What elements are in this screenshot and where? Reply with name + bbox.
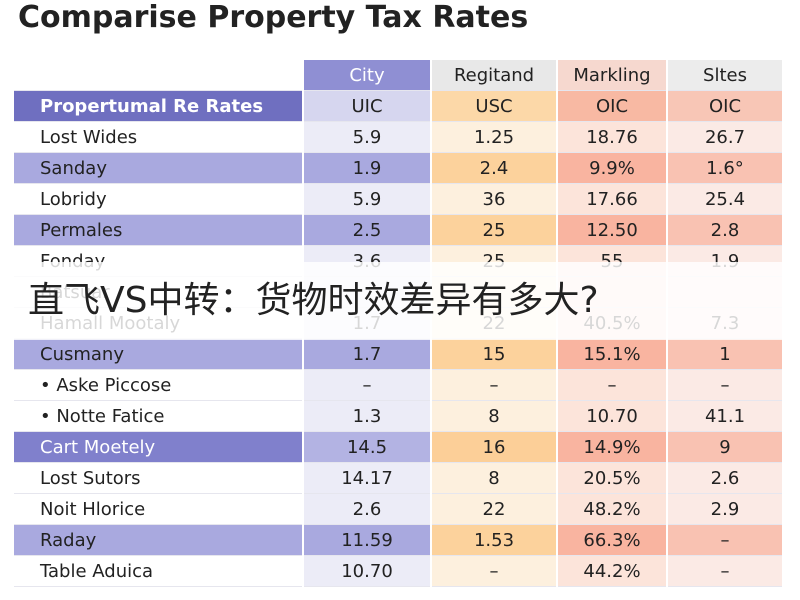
cell: 48.2% — [558, 494, 666, 525]
cell: 14.17 — [304, 463, 430, 494]
banner: 直飞VS中转：货物时效差异有多大? — [0, 262, 800, 340]
cell: 26.7 — [668, 122, 782, 153]
cell: 2.5 — [304, 215, 430, 246]
title: Comparise Property Tax Rates — [18, 0, 529, 35]
subheader-cell: OIC — [558, 91, 666, 122]
subheader-cell: OIC — [668, 91, 782, 122]
cell: 2.6 — [668, 463, 782, 494]
cell: 9 — [668, 432, 782, 463]
cell: 15.1% — [558, 339, 666, 370]
cell: – — [432, 370, 556, 401]
row-label: Lost Wides — [14, 122, 302, 153]
cell: 10.70 — [304, 556, 430, 587]
cell: 2.6 — [304, 494, 430, 525]
cell: 5.9 — [304, 184, 430, 215]
table-row: Lobridy 5.9 36 17.66 25.4 — [14, 184, 782, 215]
cell: 17.66 — [558, 184, 666, 215]
cell: 1.6° — [668, 153, 782, 184]
cell: 1.25 — [432, 122, 556, 153]
table-row: Permales 2.5 25 12.50 2.8 — [14, 215, 782, 246]
subheader-row: Propertumal Re Rates UIC USC OIC OIC — [14, 91, 782, 122]
cell: 5.9 — [304, 122, 430, 153]
table-row: Lost Wides 5.9 1.25 18.76 26.7 — [14, 122, 782, 153]
cell: 22 — [432, 494, 556, 525]
cell: – — [668, 556, 782, 587]
table-row: Table Aduica 10.70–44.2% – — [14, 556, 782, 587]
cell: 8 — [432, 463, 556, 494]
subheader-cell: Propertumal Re Rates — [14, 91, 302, 122]
cell: 14.9% — [558, 432, 666, 463]
column-header: Sltes — [668, 60, 782, 91]
cell: 41.1 — [668, 401, 782, 432]
column-header: Regitand — [432, 60, 556, 91]
row-label: Lobridy — [14, 184, 302, 215]
cell: 1 — [668, 339, 782, 370]
row-label: Permales — [14, 215, 302, 246]
cell: 1.3 — [304, 401, 430, 432]
table-row: Cusmany 1.7 15 15.1% 1 — [14, 339, 782, 370]
table-row: Sanday 1.9 2.4 9.9% 1.6° — [14, 153, 782, 184]
cell: 36 — [432, 184, 556, 215]
cell: 1.7 — [304, 339, 430, 370]
table-row: Cart Moetely 14.5 16 14.9% 9 — [14, 432, 782, 463]
cell: 9.9% — [558, 153, 666, 184]
cell: 14.5 — [304, 432, 430, 463]
cell: 12.50 — [558, 215, 666, 246]
table-row: • Notte Fatice 1.3 8 10.70 41.1 — [14, 401, 782, 432]
row-label: Table Aduica — [14, 556, 302, 587]
cell: 15 — [432, 339, 556, 370]
subheader-cell: USC — [432, 91, 556, 122]
corner — [14, 60, 302, 91]
cell: 1.9 — [304, 153, 430, 184]
header-row: City Regitand Markling Sltes — [14, 60, 782, 91]
table-row: Lost Sutors 14.17 8 20.5% 2.6 — [14, 463, 782, 494]
row-label: Sanday — [14, 153, 302, 184]
cell: 8 — [432, 401, 556, 432]
cell: 16 — [432, 432, 556, 463]
row-label: Lost Sutors — [14, 463, 302, 494]
cell: 2.4 — [432, 153, 556, 184]
cell: 44.2% — [558, 556, 666, 587]
table-row: • Aske Piccose – – – – — [14, 370, 782, 401]
table-row: Noit Hlorice 2.6 22 48.2% 2.9 — [14, 494, 782, 525]
cell: – — [432, 556, 556, 587]
row-label: Cart Moetely — [14, 432, 302, 463]
table-row: Raday 11.59 1.53 66.3% – — [14, 525, 782, 556]
cell: – — [668, 370, 782, 401]
cell: 25 — [432, 215, 556, 246]
column-header: Markling — [558, 60, 666, 91]
row-label: • Notte Fatice — [14, 401, 302, 432]
cell: 11.59 — [304, 525, 430, 556]
cell: 10.70 — [558, 401, 666, 432]
cell: – — [668, 525, 782, 556]
cell: 25.4 — [668, 184, 782, 215]
column-header: City — [304, 60, 430, 91]
cell: – — [304, 370, 430, 401]
cell: – — [558, 370, 666, 401]
cell: 2.8 — [668, 215, 782, 246]
cell: 66.3% — [558, 525, 666, 556]
cell: 1.53 — [432, 525, 556, 556]
cell: 2.9 — [668, 494, 782, 525]
row-label: Raday — [14, 525, 302, 556]
row-label: Cusmany — [14, 339, 302, 370]
subheader-cell: UIC — [304, 91, 430, 122]
cell: 20.5% — [558, 463, 666, 494]
row-label: Noit Hlorice — [14, 494, 302, 525]
row-label: • Aske Piccose — [14, 370, 302, 401]
cell: 18.76 — [558, 122, 666, 153]
